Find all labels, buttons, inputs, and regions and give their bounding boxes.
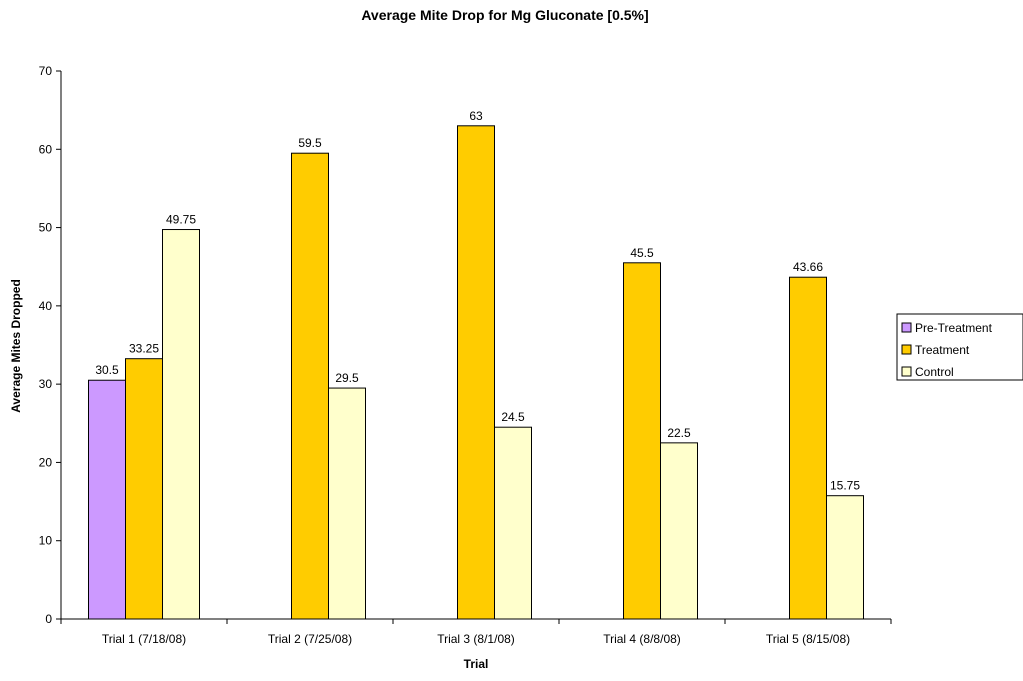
data-label: 49.75 (166, 213, 196, 227)
y-tick-label: 30 (39, 377, 53, 391)
y-tick-label: 50 (39, 221, 53, 235)
data-label: 63 (469, 109, 483, 123)
bar (162, 229, 200, 620)
x-tick-label: Trial 1 (7/18/08) (102, 632, 186, 646)
legend-swatch (901, 366, 912, 377)
bar (291, 152, 329, 620)
x-tick-label: Trial 2 (7/25/08) (268, 632, 352, 646)
bar (494, 426, 532, 620)
plot-area: 0 10 20 30 40 50 60 70 Trial 1 (7/18/08) Trial 2 … (39, 64, 892, 646)
data-label: 59.5 (298, 136, 322, 150)
bar (789, 276, 827, 620)
y-axis-title: Average Mites Dropped (9, 279, 23, 413)
y-tick-label: 20 (39, 455, 53, 469)
x-tick-label: Trial 5 (8/15/08) (766, 632, 850, 646)
bar (826, 495, 864, 620)
legend-swatch (901, 344, 912, 355)
x-tick-label: Trial 3 (8/1/08) (437, 632, 515, 646)
legend-swatch (901, 322, 912, 333)
bar (660, 442, 698, 620)
y-tick-label: 10 (39, 534, 53, 548)
chart-title: Average Mite Drop for Mg Gluconate [0.5%… (361, 7, 648, 23)
y-tick-label: 40 (39, 299, 53, 313)
legend-label: Pre-Treatment (915, 321, 993, 335)
legend-label: Treatment (915, 343, 970, 357)
data-label: 45.5 (630, 246, 654, 260)
bar (88, 379, 126, 620)
y-tick-label: 0 (45, 612, 52, 626)
bar (328, 387, 366, 620)
data-label: 24.5 (501, 410, 525, 424)
x-axis-title: Trial (464, 657, 489, 671)
bar (623, 262, 661, 620)
data-label: 30.5 (95, 363, 119, 377)
data-label: 33.25 (129, 342, 159, 356)
data-label: 22.5 (667, 426, 691, 440)
bar (125, 358, 163, 620)
x-tick-label: Trial 4 (8/8/08) (603, 632, 681, 646)
legend-box (896, 313, 1023, 381)
data-label: 29.5 (335, 371, 359, 385)
y-tick-label: 70 (39, 64, 53, 78)
legend: Pre-Treatment Treatment Control (896, 313, 1023, 381)
data-label: 15.75 (830, 479, 860, 493)
bar (457, 125, 495, 620)
data-label: 43.66 (793, 260, 823, 274)
legend-label: Control (915, 365, 954, 379)
y-tick-label: 60 (39, 142, 53, 156)
